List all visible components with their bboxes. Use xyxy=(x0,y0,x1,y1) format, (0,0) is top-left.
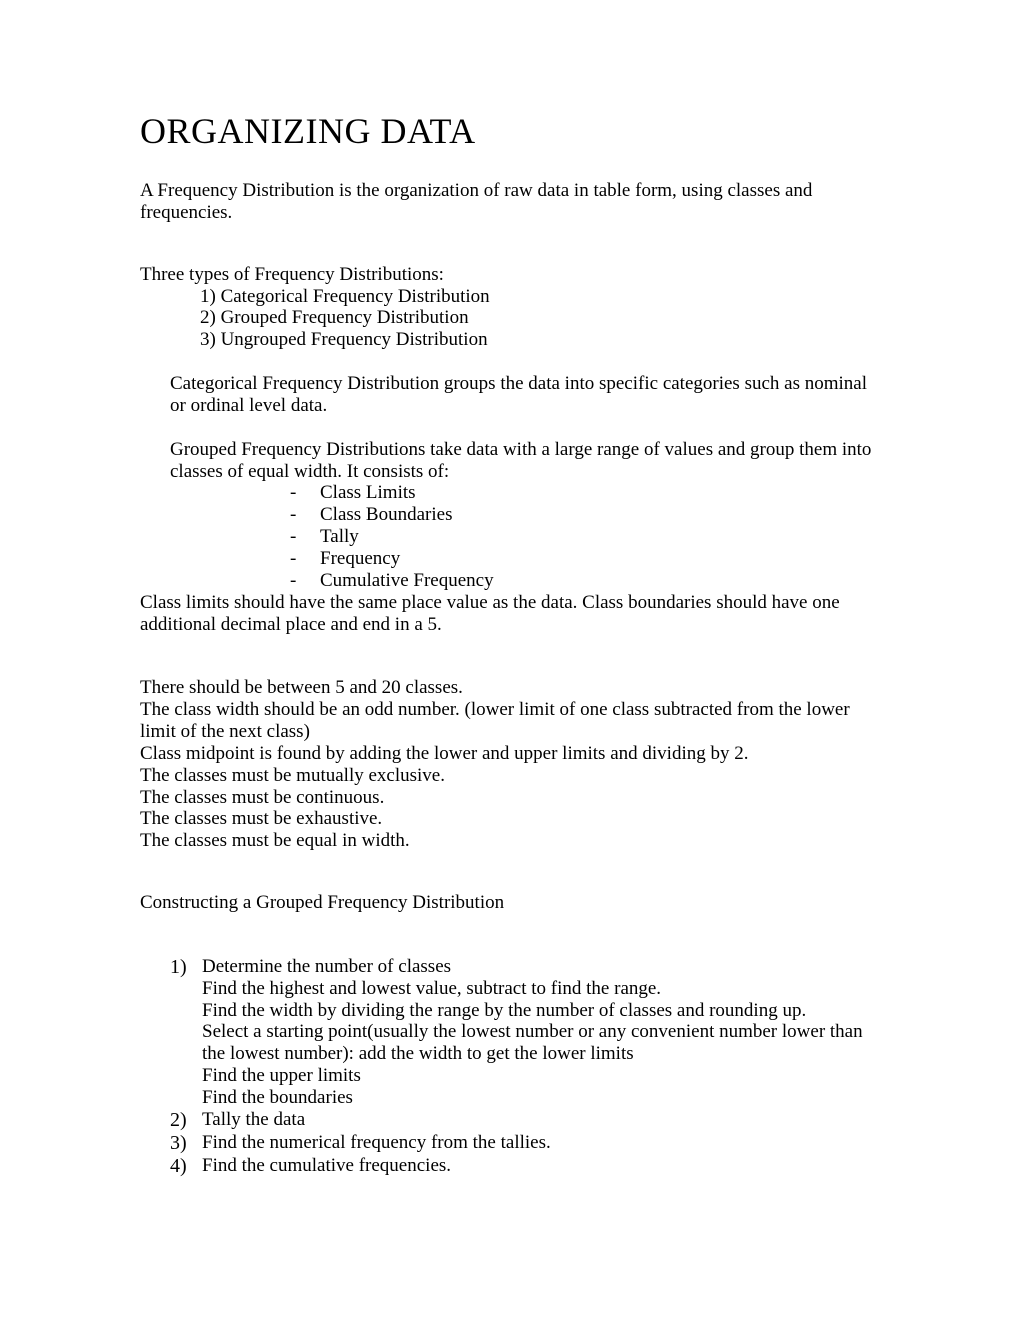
step-item: 1) Determine the number of classes Find … xyxy=(170,956,880,1109)
body-text: There should be between 5 and 20 classes… xyxy=(140,677,880,699)
step-sub: Find the highest and lowest value, subtr… xyxy=(202,978,880,1000)
step-main: Determine the number of classes xyxy=(202,956,880,978)
body-text: The classes must be continuous. xyxy=(140,787,880,809)
step-number: 3) xyxy=(170,1132,202,1155)
intro-paragraph: A Frequency Distribution is the organiza… xyxy=(140,180,880,224)
body-text: The classes must be exhaustive. xyxy=(140,808,880,830)
types-list: 1) Categorical Frequency Distribution 2)… xyxy=(140,286,880,352)
body-text: Categorical Frequency Distribution group… xyxy=(170,373,880,417)
types-label: Three types of Frequency Distributions: xyxy=(140,264,880,286)
grouped-description: Grouped Frequency Distributions take dat… xyxy=(140,439,880,483)
step-number: 4) xyxy=(170,1155,202,1178)
step-content: Determine the number of classes Find the… xyxy=(202,956,880,1109)
list-item-label: Tally xyxy=(320,526,359,547)
body-text: Class midpoint is found by adding the lo… xyxy=(140,743,880,765)
list-item-label: Frequency xyxy=(320,548,400,569)
class-limits-note: Class limits should have the same place … xyxy=(140,592,880,636)
dash-icon: - xyxy=(290,526,320,548)
step-sub: Find the upper limits xyxy=(202,1065,880,1087)
categorical-description: Categorical Frequency Distribution group… xyxy=(140,373,880,417)
rules-block: There should be between 5 and 20 classes… xyxy=(140,677,880,852)
step-item: 4) Find the cumulative frequencies. xyxy=(170,1155,880,1178)
list-item: 1) Categorical Frequency Distribution xyxy=(200,286,880,308)
list-item: -Class Boundaries xyxy=(290,504,880,526)
list-item: -Class Limits xyxy=(290,482,880,504)
step-sub: Find the width by dividing the range by … xyxy=(202,1000,880,1022)
list-item-label: Class Boundaries xyxy=(320,504,452,525)
dash-icon: - xyxy=(290,504,320,526)
step-content: Find the numerical frequency from the ta… xyxy=(202,1132,880,1155)
dash-icon: - xyxy=(290,482,320,504)
list-item-label: Cumulative Frequency xyxy=(320,570,494,591)
step-number: 1) xyxy=(170,956,202,1109)
grouped-consists-list: -Class Limits -Class Boundaries -Tally -… xyxy=(140,482,880,591)
constructing-title: Constructing a Grouped Frequency Distrib… xyxy=(140,892,880,914)
step-item: 3) Find the numerical frequency from the… xyxy=(170,1132,880,1155)
steps-list: 1) Determine the number of classes Find … xyxy=(140,956,880,1178)
step-main: Tally the data xyxy=(202,1109,880,1131)
list-item: -Tally xyxy=(290,526,880,548)
step-content: Tally the data xyxy=(202,1109,880,1132)
body-text: Grouped Frequency Distributions take dat… xyxy=(170,439,880,483)
step-content: Find the cumulative frequencies. xyxy=(202,1155,880,1178)
list-item: -Cumulative Frequency xyxy=(290,570,880,592)
dash-icon: - xyxy=(290,548,320,570)
page-title: ORGANIZING DATA xyxy=(140,110,880,152)
step-sub: Select a starting point(usually the lowe… xyxy=(202,1021,880,1065)
step-item: 2) Tally the data xyxy=(170,1109,880,1132)
list-item: 3) Ungrouped Frequency Distribution xyxy=(200,329,880,351)
list-item: 2) Grouped Frequency Distribution xyxy=(200,307,880,329)
step-sub: Find the boundaries xyxy=(202,1087,880,1109)
dash-icon: - xyxy=(290,570,320,592)
body-text: The classes must be equal in width. xyxy=(140,830,880,852)
step-number: 2) xyxy=(170,1109,202,1132)
list-item-label: Class Limits xyxy=(320,482,416,503)
body-text: The classes must be mutually exclusive. xyxy=(140,765,880,787)
list-item: -Frequency xyxy=(290,548,880,570)
step-main: Find the cumulative frequencies. xyxy=(202,1155,880,1177)
step-main: Find the numerical frequency from the ta… xyxy=(202,1132,880,1154)
body-text: The class width should be an odd number.… xyxy=(140,699,880,743)
